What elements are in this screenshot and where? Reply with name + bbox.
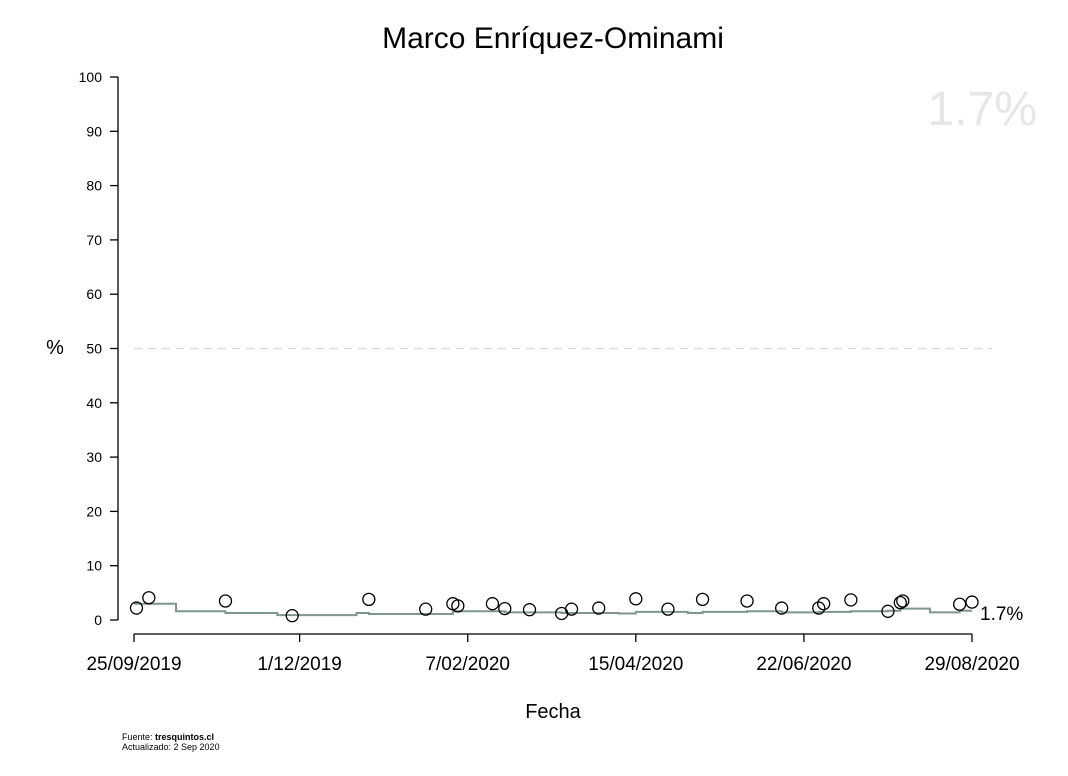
data-point xyxy=(965,595,979,609)
chart-title: Marco Enríquez-Ominami xyxy=(382,22,724,55)
y-tick-label: 40 xyxy=(86,395,102,411)
y-tick-label: 50 xyxy=(86,341,102,357)
source-prefix: Fuente: xyxy=(122,732,156,742)
data-point xyxy=(451,599,465,613)
data-point xyxy=(817,597,831,611)
data-point xyxy=(893,595,907,610)
data-point xyxy=(129,601,144,615)
y-tick-label: 70 xyxy=(86,232,102,248)
data-point xyxy=(952,597,967,611)
y-tick-label: 100 xyxy=(79,69,103,85)
x-axis-ticks: 25/09/2019 1/12/2019 7/02/2020 15/04/2020 22… xyxy=(86,634,1020,675)
data-point xyxy=(218,594,233,608)
big-value-label: 1.7% xyxy=(928,83,1037,136)
data-point xyxy=(592,601,606,615)
data-point xyxy=(498,601,512,616)
end-value-label: 1.7% xyxy=(980,604,1023,625)
data-point xyxy=(142,591,156,605)
data-point xyxy=(564,602,579,616)
source-link[interactable]: tresquintos.cl xyxy=(155,732,215,742)
x-tick-label: 1/12/2019 xyxy=(257,654,342,675)
x-tick-label: 15/04/2020 xyxy=(588,654,683,675)
y-tick-label: 60 xyxy=(86,286,102,302)
data-point xyxy=(419,602,433,616)
y-tick-label: 30 xyxy=(86,449,102,465)
source-line: Fuente: tresquintos.cl xyxy=(122,732,220,742)
y-tick-label: 90 xyxy=(86,123,102,139)
data-point xyxy=(775,601,789,615)
data-point xyxy=(362,592,376,607)
data-point xyxy=(695,592,710,607)
data-points xyxy=(129,591,979,623)
data-point xyxy=(896,594,910,608)
trend-line xyxy=(134,602,972,617)
data-point xyxy=(629,592,643,606)
data-point xyxy=(844,593,858,607)
y-tick-label: 10 xyxy=(86,558,102,574)
y-tick-label: 0 xyxy=(94,612,102,628)
x-tick-label: 22/06/2020 xyxy=(756,654,851,675)
y-axis-ticks: 0 10 20 30 40 50 60 70 80 90 100 xyxy=(79,69,118,628)
data-point xyxy=(485,597,500,611)
x-tick-label: 7/02/2020 xyxy=(425,654,510,675)
y-axis-title: % xyxy=(46,337,64,359)
data-point xyxy=(812,601,826,615)
data-point xyxy=(285,609,299,623)
updated-line: Actualizado: 2 Sep 2020 xyxy=(122,742,220,752)
data-point xyxy=(740,594,754,608)
data-point xyxy=(661,602,675,616)
source-note: Fuente: tresquintos.cl Actualizado: 2 Se… xyxy=(122,732,220,752)
data-point xyxy=(881,604,895,618)
x-axis-title: Fecha xyxy=(525,701,581,723)
x-tick-label: 25/09/2019 xyxy=(86,654,181,675)
y-tick-label: 20 xyxy=(86,503,102,519)
x-tick-label: 29/08/2020 xyxy=(924,654,1019,675)
y-tick-label: 80 xyxy=(86,178,102,194)
data-point xyxy=(522,603,537,617)
